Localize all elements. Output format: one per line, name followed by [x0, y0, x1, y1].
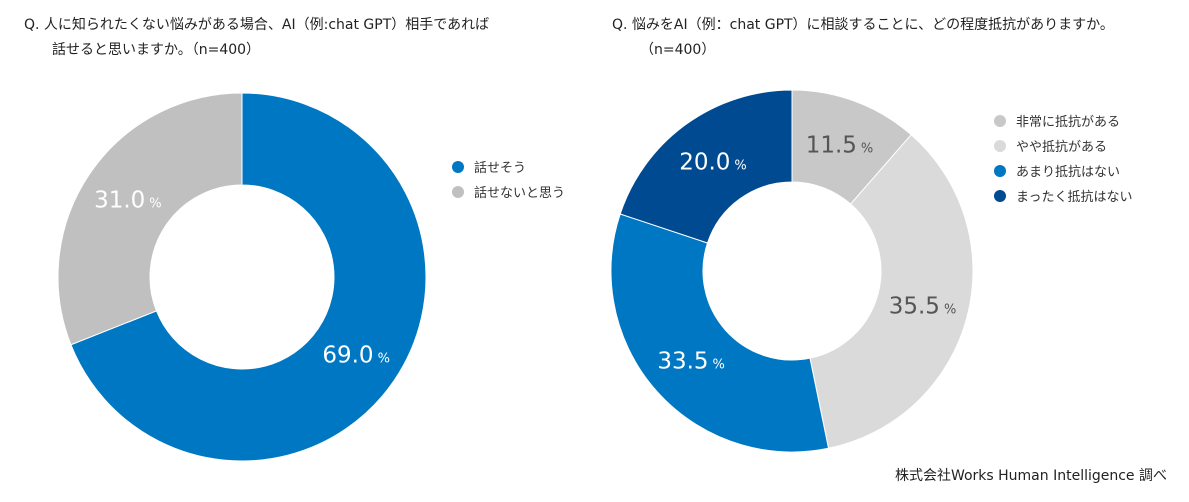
chart1-slice-2 — [57, 92, 243, 346]
chart1-question-title: Q. 人に知られたくない悩みがある場合、AI（例:chat GPT）相手であれば… — [24, 13, 584, 63]
legend-label: やや抵抗がある — [1016, 140, 1108, 155]
chart1-slice-1-value-label: 69.0% — [322, 343, 390, 369]
chart2-question-title: Q. 悩みをAI（例：chat GPT）に相談することに、どの程度抵抗があります… — [612, 13, 1182, 63]
chart1-slice-2-value-label: 31.0% — [94, 187, 162, 213]
legend-swatch — [452, 160, 464, 173]
chart1-legend-item-2: 話せないと思う — [452, 179, 565, 204]
legend-swatch — [994, 164, 1006, 177]
legend-swatch — [452, 185, 464, 198]
chart2-legend-item-2: やや抵抗がある — [994, 133, 1132, 158]
chart2-slice-2-value-label: 35.5% — [889, 293, 957, 319]
chart1-question-line2: 話せると思いますか。（n=400） — [52, 42, 261, 58]
chart1-question-line1: Q. 人に知られたくない悩みがある場合、AI（例:chat GPT）相手であれば — [24, 17, 490, 33]
legend-swatch — [994, 189, 1006, 202]
legend-swatch — [994, 139, 1006, 152]
chart2-legend-item-4: まったく抵抗はない — [994, 183, 1132, 208]
chart2-legend-item-1: 非常に抵抗がある — [994, 108, 1132, 133]
chart2-slice-3-value-label: 33.5% — [657, 349, 725, 375]
chart1-legend-item-1: 話せそう — [452, 154, 565, 179]
legend-label: あまり抵抗はない — [1016, 165, 1121, 180]
chart2-slice-3 — [610, 213, 830, 453]
legend-label: 非常に抵抗がある — [1016, 115, 1121, 130]
chart2-slice-1-value-label: 11.5% — [806, 133, 874, 159]
chart2-slice-2 — [809, 134, 974, 449]
donut-chart-1: 69.0 % 31.0% — [57, 92, 427, 462]
chart2-question-line2: （n=400） — [640, 42, 716, 58]
legend-swatch — [994, 114, 1006, 127]
chart2-slice-4 — [619, 89, 793, 244]
source-credit: 株式会社Works Human Intelligence 調べ — [894, 468, 1167, 484]
chart1-legend: 話せそう話せないと思う — [452, 154, 565, 204]
chart2-question-line1: Q. 悩みをAI（例：chat GPT）に相談することに、どの程度抵抗があります… — [612, 17, 1114, 33]
legend-label: 話せないと思う — [474, 186, 566, 201]
legend-label: まったく抵抗はない — [1016, 190, 1133, 205]
chart2-legend: 非常に抵抗がある やや抵抗がある あまり抵抗はない まったく抵抗はない — [994, 108, 1132, 208]
chart1-slice-1 — [70, 92, 427, 462]
donut-chart-2: 11.5 % 35.5 % 33.5 % 20.0% — [610, 89, 974, 453]
chart2-legend-item-3: あまり抵抗はない — [994, 158, 1132, 183]
chart2-slice-4-value-label: 20.0% — [679, 150, 747, 176]
legend-label: 話せそう — [474, 161, 527, 176]
